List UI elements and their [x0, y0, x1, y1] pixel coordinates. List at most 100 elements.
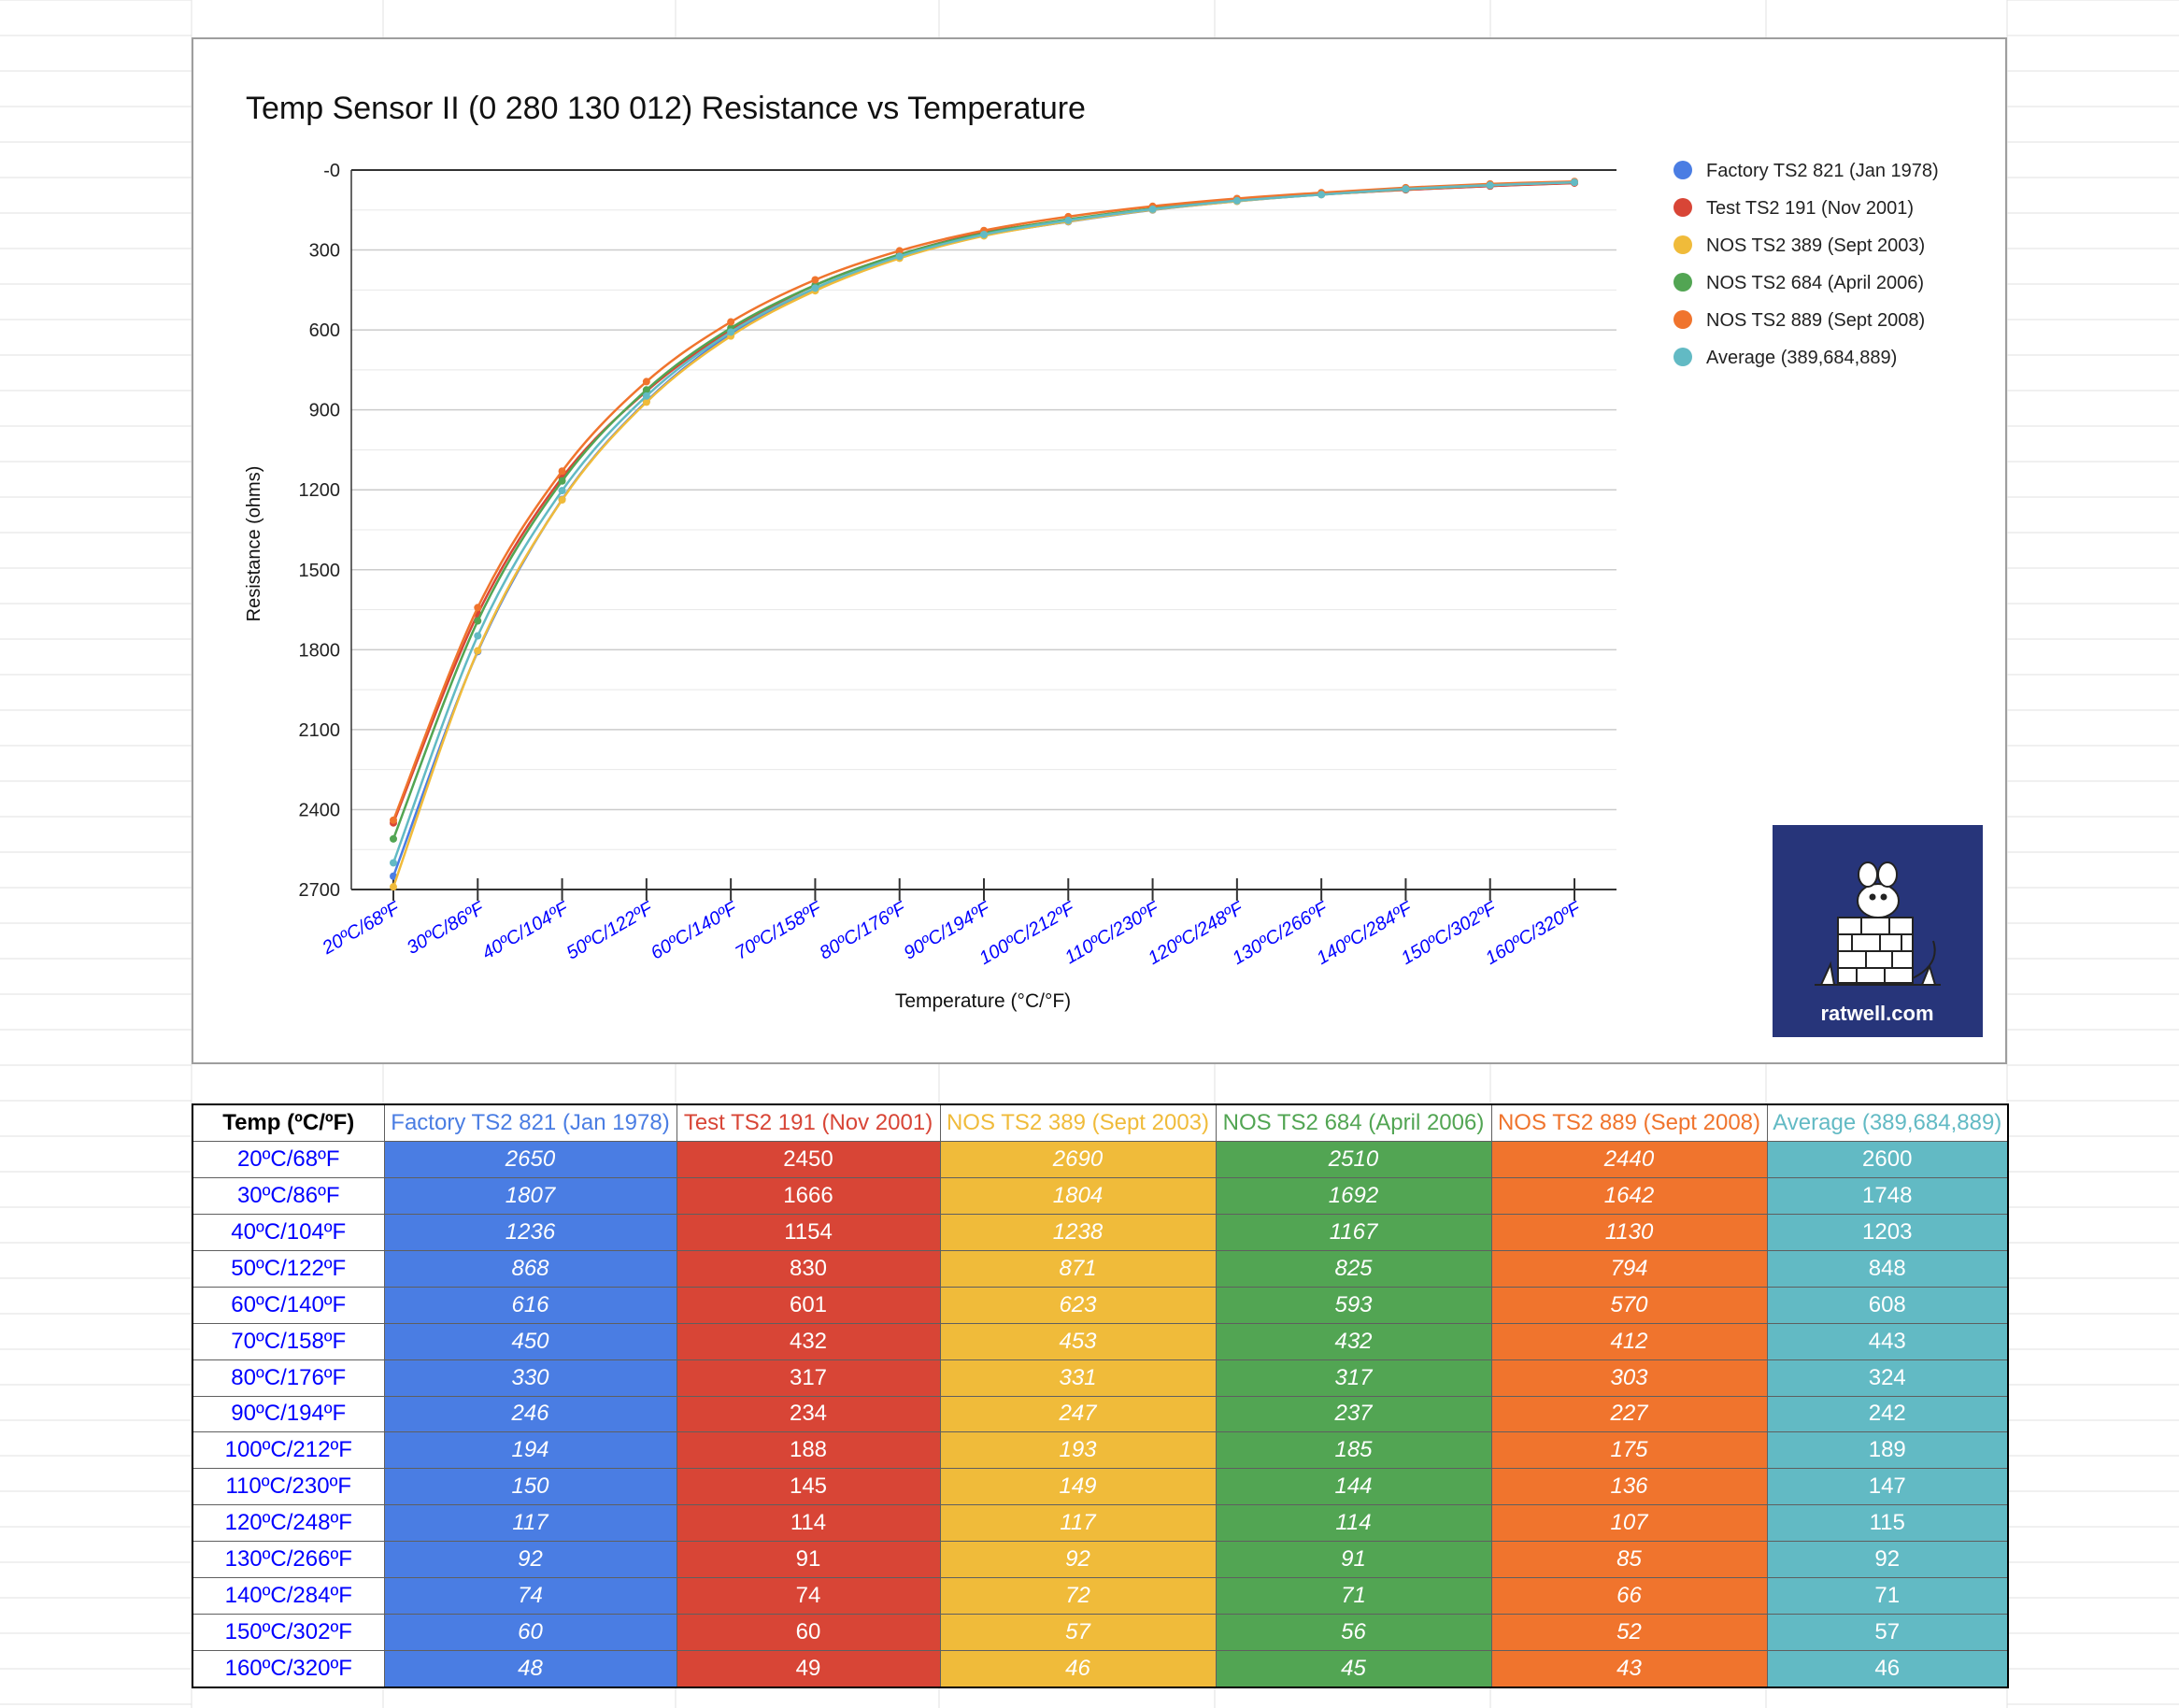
data-point [474, 604, 482, 612]
table-cell-value: 593 [1215, 1286, 1492, 1324]
table-cell-value: 317 [676, 1359, 941, 1397]
data-point [727, 318, 735, 326]
table-cell-value: 194 [383, 1431, 677, 1470]
table-cell-value: 830 [676, 1249, 941, 1288]
table-cell-temp: 50ºC/122ºF [192, 1249, 385, 1288]
data-point [642, 398, 650, 406]
data-point [390, 834, 397, 843]
table-cell-temp: 30ºC/86ºF [192, 1176, 385, 1215]
y-axis-label: Resistance (ohms) [244, 466, 264, 622]
table-cell-value: 2650 [383, 1140, 677, 1178]
table-cell-value: 227 [1490, 1395, 1768, 1433]
table-cell-value: 45 [1215, 1650, 1492, 1688]
table-row: 120ºC/248ºF 117 114 117 114 107 115 [192, 1504, 2009, 1543]
legend-swatch [1673, 273, 1692, 292]
table-header-row: Temp (ºC/ºF) Factory TS2 821 (Jan 1978) Te… [192, 1103, 2009, 1142]
table-cell-value: 1807 [383, 1176, 677, 1215]
table-header-series: Factory TS2 821 (Jan 1978) [383, 1103, 677, 1142]
table-cell-value: 450 [383, 1322, 677, 1360]
legend-swatch [1673, 235, 1692, 254]
table-cell-value: 1167 [1215, 1213, 1492, 1251]
legend-swatch [1673, 348, 1692, 366]
table-cell-value: 601 [676, 1286, 941, 1324]
series-line [392, 181, 1575, 824]
table-header-temp: Temp (ºC/ºF) [192, 1103, 385, 1142]
data-point [474, 617, 482, 625]
table-cell-temp: 110ºC/230ºF [192, 1468, 385, 1506]
table-cell-value: 237 [1215, 1395, 1492, 1433]
table-cell-value: 46 [1766, 1650, 2009, 1688]
y-tick-label: 1200 [299, 480, 341, 501]
x-tick-label: 20ºC/68ºF [319, 897, 405, 959]
legend-entry: Average (389,684,889) [1706, 348, 1897, 368]
data-point [1064, 216, 1073, 224]
table-cell-value: 193 [939, 1431, 1217, 1470]
ratwell-logo[interactable]: ratwell.com [1773, 825, 1983, 1037]
table-cell-value: 453 [939, 1322, 1217, 1360]
table-cell-value: 114 [676, 1504, 941, 1543]
data-point [895, 252, 904, 261]
table-cell-value: 49 [676, 1650, 941, 1688]
x-tick-label: 80ºC/176ºF [816, 897, 910, 963]
table-cell-value: 56 [1215, 1614, 1492, 1652]
table-row: 110ºC/230ºF 150 145 149 144 136 147 [192, 1468, 2009, 1506]
table-row: 50ºC/122ºF 868 830 871 825 794 848 [192, 1249, 2009, 1288]
y-tick-label: 2400 [299, 800, 341, 820]
axes: -0 300 600 900 1200 1500 1800 2100 2400 270020ºC/… [299, 161, 1616, 969]
table-cell-temp: 60ºC/140ºF [192, 1286, 385, 1324]
legend-swatch [1673, 161, 1692, 179]
logo-text: ratwell.com [1820, 1002, 1933, 1025]
table-cell-value: 48 [383, 1650, 677, 1688]
table-cell-value: 2600 [1766, 1140, 2009, 1178]
table-cell-value: 432 [1215, 1322, 1492, 1360]
table-header-series: NOS TS2 684 (April 2006) [1215, 1103, 1492, 1142]
data-table: Temp (ºC/ºF) Factory TS2 821 (Jan 1978) Te… [192, 1103, 2009, 1688]
data-point [811, 276, 819, 284]
table-cell-value: 46 [939, 1650, 1217, 1688]
data-point [558, 467, 566, 476]
table-cell-value: 92 [383, 1541, 677, 1579]
table-cell-temp: 40ºC/104ºF [192, 1213, 385, 1251]
x-axis-label: Temperature (°C/°F) [895, 990, 1071, 1012]
table-cell-value: 57 [1766, 1614, 2009, 1652]
table-cell-value: 2440 [1490, 1140, 1768, 1178]
table-cell-temp: 130ºC/266ºF [192, 1541, 385, 1579]
table-cell-value: 331 [939, 1359, 1217, 1397]
table-cell-value: 115 [1766, 1504, 2009, 1543]
table-cell-value: 2450 [676, 1140, 941, 1178]
table-cell-value: 74 [676, 1577, 941, 1615]
table-cell-value: 60 [676, 1614, 941, 1652]
legend-entry: Test TS2 191 (Nov 2001) [1706, 198, 1914, 219]
table-cell-value: 570 [1490, 1286, 1768, 1324]
data-point [811, 284, 819, 292]
legend: Factory TS2 821 (Jan 1978) Test TS2 191 (… [1673, 161, 1939, 368]
legend-swatch [1673, 198, 1692, 217]
table-cell-value: 848 [1766, 1249, 2009, 1288]
table-cell-value: 871 [939, 1249, 1217, 1288]
table-cell-value: 794 [1490, 1249, 1768, 1288]
table-cell-value: 246 [383, 1395, 677, 1433]
table-header-series: NOS TS2 889 (Sept 2008) [1490, 1103, 1768, 1142]
table-cell-value: 623 [939, 1286, 1217, 1324]
table-cell-value: 242 [1766, 1395, 2009, 1433]
x-tick-label: 100ºC/212ºF [976, 897, 1079, 969]
table-cell-value: 443 [1766, 1322, 2009, 1360]
y-tick-label: 1800 [299, 640, 341, 661]
x-tick-label: 160ºC/320ºF [1482, 897, 1586, 969]
chart-card[interactable]: Temp Sensor II (0 280 130 012) Resistanc… [192, 37, 2007, 1064]
series-line [392, 180, 1575, 863]
data-point [1571, 178, 1578, 187]
data-point [1486, 181, 1494, 190]
y-tick-label: 300 [309, 241, 340, 262]
table-cell-value: 71 [1215, 1577, 1492, 1615]
table-cell-value: 71 [1766, 1577, 2009, 1615]
table-cell-value: 189 [1766, 1431, 2009, 1470]
y-tick-label: 2100 [299, 720, 341, 741]
table-cell-value: 117 [383, 1504, 677, 1543]
table-cell-value: 92 [1766, 1541, 2009, 1579]
table-cell-value: 303 [1490, 1359, 1768, 1397]
legend-swatch [1673, 310, 1692, 329]
table-cell-value: 608 [1766, 1286, 2009, 1324]
table-cell-temp: 160ºC/320ºF [192, 1650, 385, 1688]
table-cell-value: 66 [1490, 1577, 1768, 1615]
